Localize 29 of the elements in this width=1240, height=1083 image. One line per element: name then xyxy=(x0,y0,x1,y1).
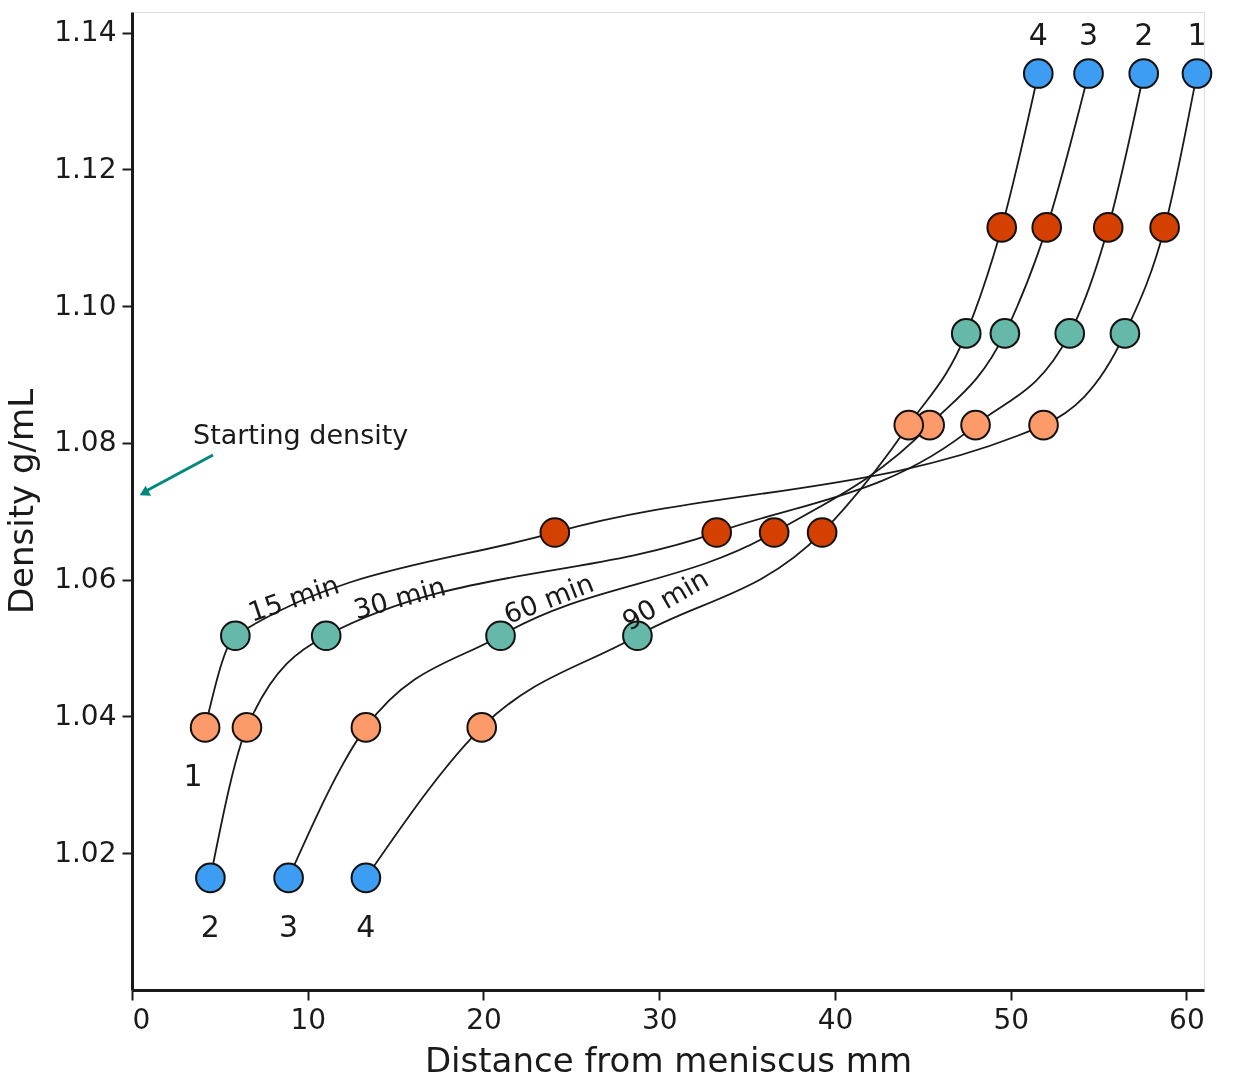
text: 90 min xyxy=(616,562,714,637)
annotation: 2 xyxy=(1134,16,1154,52)
annotation: 3 xyxy=(279,908,299,944)
x-tick-label: 40 xyxy=(817,1002,854,1036)
y-tick-label: 1.08 xyxy=(54,425,117,459)
annotation: 4 xyxy=(1028,16,1048,52)
y-tick-label: 1.12 xyxy=(54,151,117,185)
annotation: 2 xyxy=(200,908,220,944)
annotation: 4 xyxy=(356,908,376,944)
text: 60 min xyxy=(499,566,598,630)
x-tick-label: 30 xyxy=(641,1002,678,1036)
x-tick-label: 60 xyxy=(1169,1002,1205,1036)
y-tick-label: 1.06 xyxy=(54,562,117,596)
annotation: 3 xyxy=(1078,16,1099,52)
text: 30 min xyxy=(350,570,449,626)
y-tick-label: 1.04 xyxy=(54,698,117,732)
y-tick-label: 1.02 xyxy=(54,835,117,869)
y-tick-label: 1.14 xyxy=(54,15,117,49)
annotation: 1 xyxy=(183,758,203,794)
x-tick-label: 0 xyxy=(132,1002,151,1036)
y-axis-title: Density g/mL xyxy=(1,388,42,615)
annotation: Starting density xyxy=(193,419,409,450)
x-tick-label: 20 xyxy=(466,1002,502,1036)
x-tick-label: 10 xyxy=(290,1002,327,1036)
x-axis-title: Distance from meniscus mm xyxy=(424,1039,913,1080)
y-tick-label: 1.10 xyxy=(54,288,117,322)
text: 15 min xyxy=(243,568,343,628)
x-tick-label: 50 xyxy=(993,1002,1030,1036)
annotation: 1 xyxy=(1187,16,1207,52)
